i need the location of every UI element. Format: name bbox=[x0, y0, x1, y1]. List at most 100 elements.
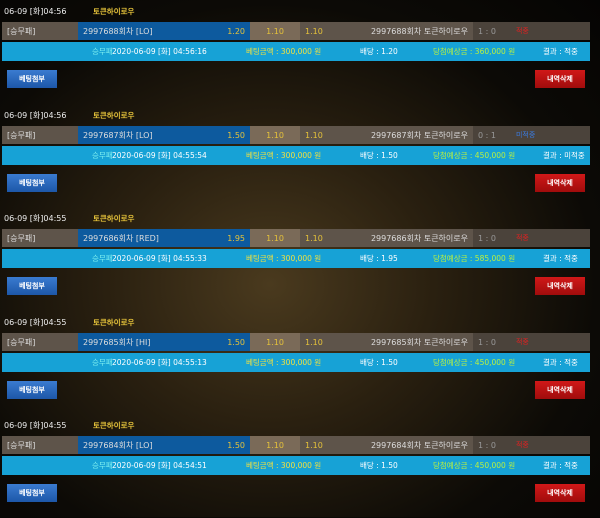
league-name: 토큰하이로우 bbox=[93, 111, 135, 120]
bet-type-label: 승무패 bbox=[92, 358, 113, 367]
bet-result: 결과 : 적중 bbox=[543, 461, 578, 470]
score: 1 : 0 bbox=[478, 440, 496, 450]
bet-type: [승무패] bbox=[2, 333, 78, 351]
status-badge: 적중 bbox=[515, 27, 529, 35]
home-pick: 2997685회차 [HI] 1.50 bbox=[78, 333, 250, 351]
away-odds: 1.10 bbox=[305, 440, 323, 450]
bet-time: 06-09 [화]04:56 bbox=[4, 7, 67, 16]
attach-bet-button[interactable]: 베팅첨부 bbox=[7, 277, 57, 295]
home-pick: 2997684회차 [LO] 1.50 bbox=[78, 436, 250, 454]
bet-type-label: 승무패 bbox=[92, 461, 113, 470]
bet-type-label: 승무패 bbox=[92, 254, 113, 263]
draw-odds: 1.10 bbox=[250, 22, 300, 40]
delete-history-button[interactable]: 내역삭제 bbox=[535, 484, 585, 502]
round-name: 2997687회차 토큰하이로우 bbox=[370, 130, 468, 140]
bet-time: 06-09 [화]04:55 bbox=[4, 421, 67, 430]
bet-amount: 베팅금액 : 300,000 원 bbox=[246, 254, 322, 263]
league-name: 토큰하이로우 bbox=[93, 421, 135, 430]
bet-selection-row: [승무패] 2997686회차 [RED] 1.95 1.10 1.10 29976… bbox=[2, 229, 590, 247]
round-name: 2997686회차 토큰하이로우 bbox=[370, 233, 468, 243]
delete-history-button[interactable]: 내역삭제 bbox=[535, 277, 585, 295]
expected-payout: 당첨예상금 : 585,000 원 bbox=[433, 254, 516, 263]
league-name: 토큰하이로우 bbox=[93, 7, 135, 16]
away-pick: 1.10 2997687회차 토큰하이로우 bbox=[300, 126, 473, 144]
round-name: 2997685회차 토큰하이로우 bbox=[370, 337, 468, 347]
score: 1 : 0 bbox=[478, 26, 496, 36]
score-cell: 1 : 0 적중 bbox=[473, 436, 590, 454]
draw-odds: 1.10 bbox=[250, 229, 300, 247]
pick-odds: 1.50 bbox=[227, 130, 245, 140]
round-name: 2997688회차 토큰하이로우 bbox=[370, 26, 468, 36]
bet-result: 결과 : 미적중 bbox=[543, 151, 585, 160]
bet-type: [승무패] bbox=[2, 229, 78, 247]
bet-type: [승무패] bbox=[2, 126, 78, 144]
bet-summary-row: 승무패 2020-06-09 [화] 04:55:13 베팅금액 : 300,0… bbox=[2, 353, 590, 372]
score-cell: 1 : 0 적중 bbox=[473, 22, 590, 40]
score-cell: 1 : 0 적중 bbox=[473, 333, 590, 351]
bet-amount: 베팅금액 : 300,000 원 bbox=[246, 461, 322, 470]
attach-bet-button[interactable]: 베팅첨부 bbox=[7, 484, 57, 502]
away-odds: 1.10 bbox=[305, 130, 323, 140]
delete-history-button[interactable]: 내역삭제 bbox=[535, 381, 585, 399]
expected-payout: 당첨예상금 : 360,000 원 bbox=[433, 47, 516, 56]
pick-odds: 1.95 bbox=[227, 233, 245, 243]
league-name: 토큰하이로우 bbox=[93, 214, 135, 223]
bet-time: 06-09 [화]04:55 bbox=[4, 318, 67, 327]
bet-rate: 배당 : 1.50 bbox=[360, 358, 398, 367]
home-pick: 2997686회차 [RED] 1.95 bbox=[78, 229, 250, 247]
bet-selection-row: [승무패] 2997687회차 [LO] 1.50 1.10 1.10 299768… bbox=[2, 126, 590, 144]
bet-result: 결과 : 적중 bbox=[543, 47, 578, 56]
bet-rate: 배당 : 1.20 bbox=[360, 47, 398, 56]
bet-rate: 배당 : 1.50 bbox=[360, 151, 398, 160]
bet-selection-row: [승무패] 2997685회차 [HI] 1.50 1.10 1.10 299768… bbox=[2, 333, 590, 351]
attach-bet-button[interactable]: 베팅첨부 bbox=[7, 381, 57, 399]
bet-datetime: 2020-06-09 [화] 04:55:54 bbox=[112, 151, 207, 160]
pick-odds: 1.50 bbox=[227, 337, 245, 347]
draw-odds: 1.10 bbox=[250, 126, 300, 144]
bet-summary-row: 승무패 2020-06-09 [화] 04:56:16 베팅금액 : 300,0… bbox=[2, 42, 590, 61]
league-name: 토큰하이로우 bbox=[93, 318, 135, 327]
bet-type: [승무패] bbox=[2, 436, 78, 454]
bet-rate: 배당 : 1.50 bbox=[360, 461, 398, 470]
away-pick: 1.10 2997685회차 토큰하이로우 bbox=[300, 333, 473, 351]
game-label: 2997684회차 [LO] bbox=[83, 440, 153, 450]
bet-item: 06-09 [화]04:55 토큰하이로우 [승무패] 2997686회차 [R… bbox=[0, 207, 600, 311]
score: 1 : 0 bbox=[478, 233, 496, 243]
delete-history-button[interactable]: 내역삭제 bbox=[535, 174, 585, 192]
draw-odds: 1.10 bbox=[250, 333, 300, 351]
away-odds: 1.10 bbox=[305, 233, 323, 243]
round-name: 2997684회차 토큰하이로우 bbox=[370, 440, 468, 450]
pick-odds: 1.50 bbox=[227, 440, 245, 450]
bet-rate: 배당 : 1.95 bbox=[360, 254, 398, 263]
pick-odds: 1.20 bbox=[227, 26, 245, 36]
bet-time: 06-09 [화]04:56 bbox=[4, 111, 67, 120]
draw-odds: 1.10 bbox=[250, 436, 300, 454]
bet-datetime: 2020-06-09 [화] 04:54:51 bbox=[112, 461, 207, 470]
bet-amount: 베팅금액 : 300,000 원 bbox=[246, 151, 322, 160]
bet-item: 06-09 [화]04:56 토큰하이로우 [승무패] 2997688회차 [L… bbox=[0, 0, 600, 104]
status-badge: 적중 bbox=[515, 234, 529, 242]
bet-result: 결과 : 적중 bbox=[543, 254, 578, 263]
away-odds: 1.10 bbox=[305, 26, 323, 36]
game-label: 2997687회차 [LO] bbox=[83, 130, 153, 140]
bet-datetime: 2020-06-09 [화] 04:56:16 bbox=[112, 47, 207, 56]
away-pick: 1.10 2997686회차 토큰하이로우 bbox=[300, 229, 473, 247]
status-badge: 적중 bbox=[515, 441, 529, 449]
delete-history-button[interactable]: 내역삭제 bbox=[535, 70, 585, 88]
away-odds: 1.10 bbox=[305, 337, 323, 347]
attach-bet-button[interactable]: 베팅첨부 bbox=[7, 70, 57, 88]
bet-item: 06-09 [화]04:55 토큰하이로우 [승무패] 2997684회차 [L… bbox=[0, 414, 600, 518]
expected-payout: 당첨예상금 : 450,000 원 bbox=[433, 461, 516, 470]
score: 1 : 0 bbox=[478, 337, 496, 347]
home-pick: 2997687회차 [LO] 1.50 bbox=[78, 126, 250, 144]
bet-selection-row: [승무패] 2997684회차 [LO] 1.50 1.10 1.10 299768… bbox=[2, 436, 590, 454]
status-badge: 미적중 bbox=[515, 131, 536, 139]
bet-result: 결과 : 적중 bbox=[543, 358, 578, 367]
attach-bet-button[interactable]: 베팅첨부 bbox=[7, 174, 57, 192]
bet-datetime: 2020-06-09 [화] 04:55:13 bbox=[112, 358, 207, 367]
bet-summary-row: 승무패 2020-06-09 [화] 04:55:54 베팅금액 : 300,0… bbox=[2, 146, 590, 165]
away-pick: 1.10 2997688회차 토큰하이로우 bbox=[300, 22, 473, 40]
bet-type-label: 승무패 bbox=[92, 47, 113, 56]
bet-amount: 베팅금액 : 300,000 원 bbox=[246, 47, 322, 56]
bet-type: [승무패] bbox=[2, 22, 78, 40]
